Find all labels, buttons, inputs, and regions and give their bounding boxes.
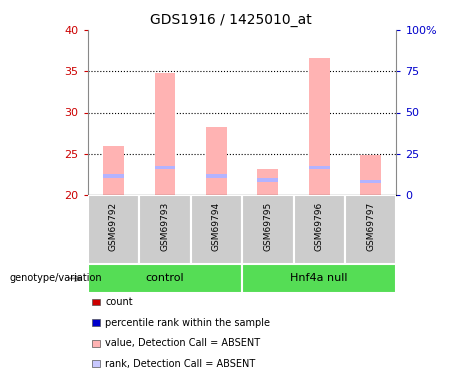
Text: GSM69793: GSM69793	[160, 202, 169, 251]
Bar	[154, 166, 175, 170]
Bar	[309, 58, 330, 195]
Bar	[257, 169, 278, 195]
Bar	[139, 195, 190, 264]
Bar	[103, 146, 124, 195]
Bar	[309, 166, 330, 170]
Bar	[361, 180, 381, 183]
Bar	[294, 195, 345, 264]
Text: control: control	[146, 273, 184, 284]
Bar	[154, 73, 175, 195]
Text: GDS1916 / 1425010_at: GDS1916 / 1425010_at	[150, 13, 311, 27]
Text: GSM69796: GSM69796	[315, 202, 324, 251]
Bar	[88, 264, 242, 292]
Bar	[88, 195, 139, 264]
Bar	[361, 155, 381, 195]
Text: GSM69792: GSM69792	[109, 202, 118, 251]
Bar	[206, 128, 227, 195]
Text: GSM69794: GSM69794	[212, 202, 221, 251]
Bar	[242, 195, 294, 264]
Text: GSM69797: GSM69797	[366, 202, 375, 251]
Bar	[190, 195, 242, 264]
Bar	[206, 174, 227, 178]
Text: GSM69795: GSM69795	[263, 202, 272, 251]
Text: percentile rank within the sample: percentile rank within the sample	[105, 318, 270, 327]
Text: rank, Detection Call = ABSENT: rank, Detection Call = ABSENT	[105, 359, 255, 369]
Bar	[103, 174, 124, 178]
Bar	[345, 195, 396, 264]
Bar	[257, 178, 278, 182]
Text: count: count	[105, 297, 133, 307]
Text: value, Detection Call = ABSENT: value, Detection Call = ABSENT	[105, 338, 260, 348]
Text: genotype/variation: genotype/variation	[9, 273, 102, 284]
Bar	[242, 264, 396, 292]
Text: Hnf4a null: Hnf4a null	[290, 273, 348, 284]
